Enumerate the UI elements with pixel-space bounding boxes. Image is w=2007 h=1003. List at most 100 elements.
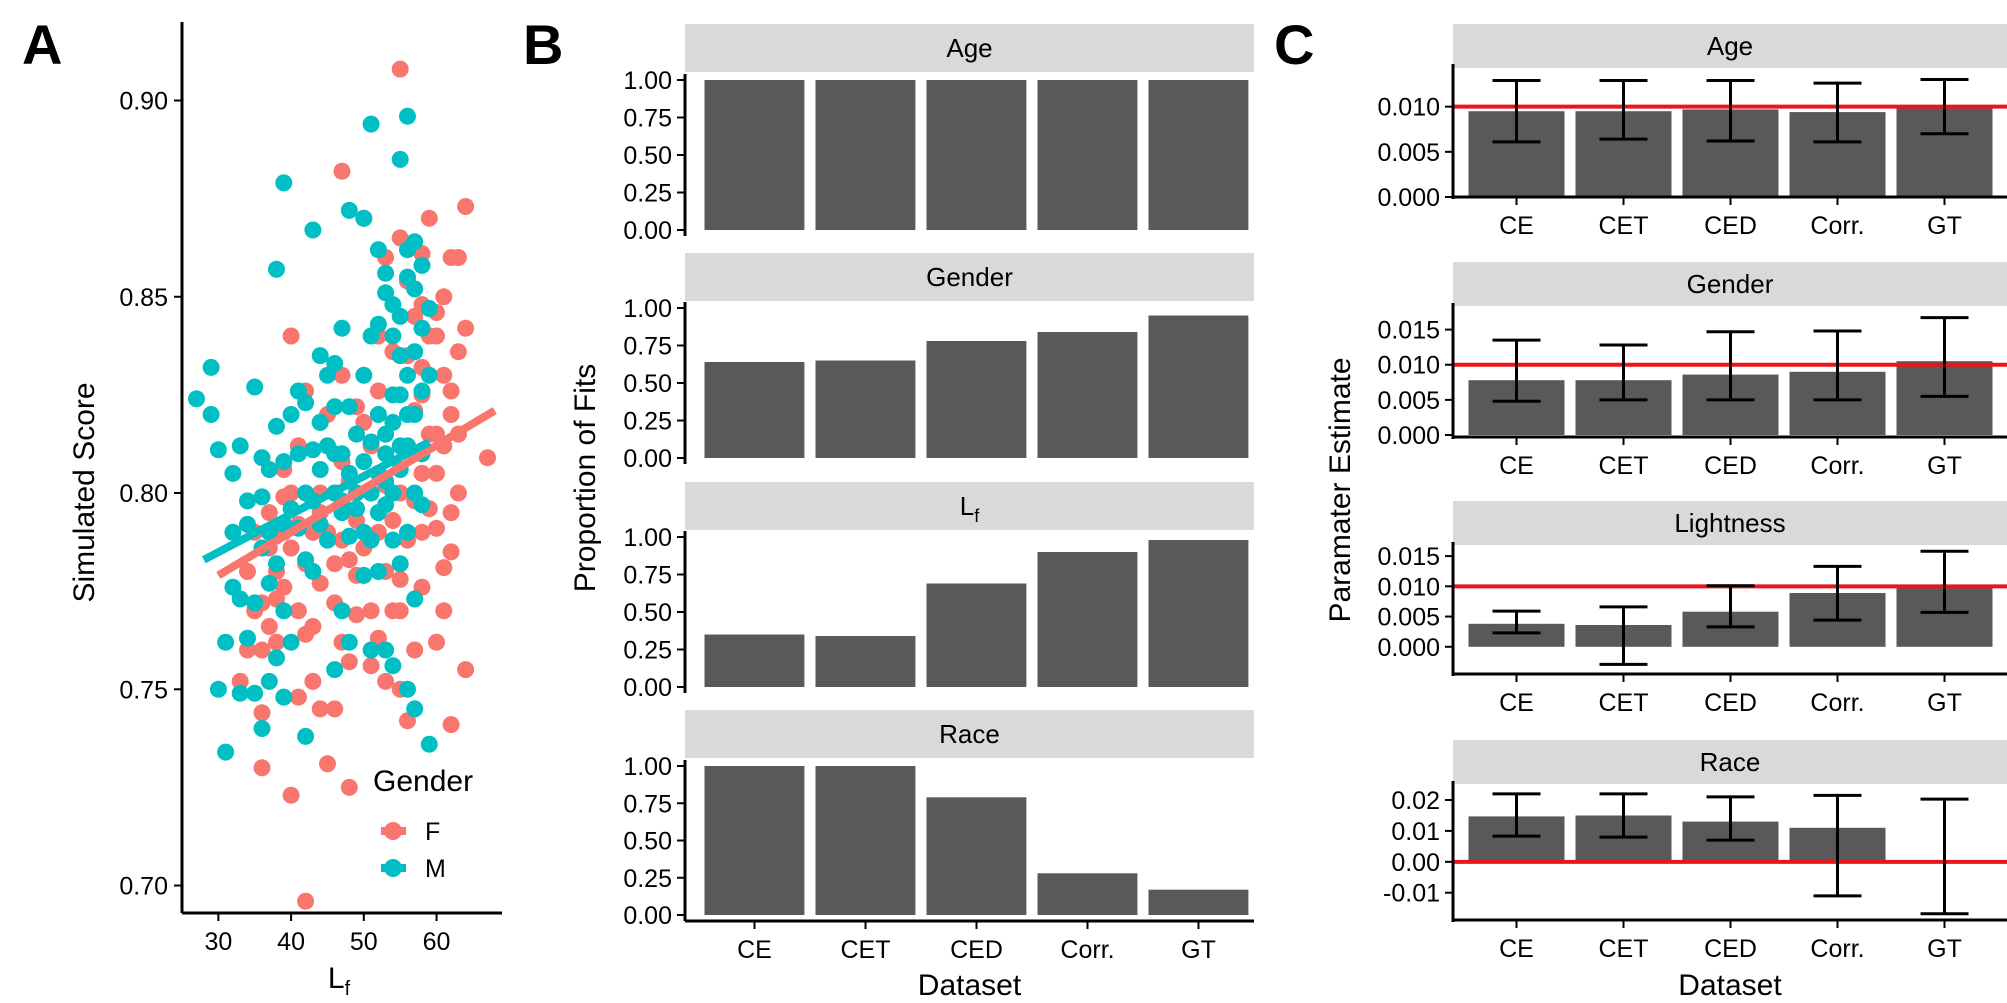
y-tick-label: 0.000 xyxy=(1377,422,1440,450)
bar-cet xyxy=(815,360,916,458)
point-m-22 xyxy=(239,492,256,510)
point-m-17 xyxy=(202,358,220,376)
point-m-27 xyxy=(268,417,285,435)
bar-ce xyxy=(1468,623,1565,647)
y-tick-label: 0.00 xyxy=(623,217,672,245)
point-f-35 xyxy=(340,551,358,569)
facet-age: Age 0.00 0.25 0.50 0.75 1.00 xyxy=(623,24,1254,245)
y-tick-label: 0.80 xyxy=(119,480,168,508)
facet-strip xyxy=(685,710,1254,758)
x-tick-label: CET xyxy=(841,936,891,964)
point-m-28 xyxy=(275,453,293,471)
point-m-10 xyxy=(399,241,416,259)
facet-strip xyxy=(685,482,1254,530)
x-tick-label: CED xyxy=(1704,452,1757,480)
facet-strip xyxy=(685,24,1254,72)
point-m-92 xyxy=(399,680,416,698)
facet-gender: Gender 0.000 0.005 0.010 0.015 CE CET CED Corr. G… xyxy=(1377,262,2007,480)
facet-strip xyxy=(1453,740,2007,784)
facet-race: Race 0.00 0.25 0.50 0.75 1.00 xyxy=(623,710,1254,930)
point-m-42 xyxy=(377,445,395,463)
point-f-0 xyxy=(391,60,409,78)
point-f-102 xyxy=(260,618,278,635)
point-m-84 xyxy=(275,688,293,706)
point-m-130 xyxy=(384,531,402,549)
panel-b-proportion-bars: Age 0.00 0.25 0.50 0.75 1.00 Gender 0.00 0.25 0.5… xyxy=(569,24,1254,1002)
point-m-78 xyxy=(217,743,235,761)
legend-key-point-f xyxy=(384,822,402,840)
point-m-88 xyxy=(340,633,358,651)
point-m-125 xyxy=(275,602,293,620)
x-axis-title: Dataset xyxy=(918,969,1022,1002)
point-f-87 xyxy=(391,570,409,588)
y-tick-label: 0.85 xyxy=(119,284,168,312)
bar-gt xyxy=(1148,540,1249,687)
x-tick-label: 60 xyxy=(423,928,451,956)
x-tick-label: Corr. xyxy=(1810,212,1864,240)
point-m-94 xyxy=(420,735,438,753)
x-tick-label: 50 xyxy=(350,928,378,956)
legend: Gender FM xyxy=(373,765,473,883)
bar-gt xyxy=(1148,889,1249,915)
point-f-29 xyxy=(268,633,285,651)
y-tick-label: 0.015 xyxy=(1377,317,1440,345)
point-m-103 xyxy=(369,241,387,259)
bar-cet xyxy=(815,80,916,230)
point-m-82 xyxy=(260,672,278,690)
point-f-22 xyxy=(282,327,300,345)
legend-label-m: M xyxy=(425,855,446,883)
x-tick-label: CE xyxy=(1499,452,1534,480)
y-axis-title: Proportion of Fits xyxy=(569,364,602,592)
panel-a-scatter: 0.70 0.75 0.80 0.85 0.90 30 40 50 60 Simulated Sc… xyxy=(68,22,502,1000)
point-m-86 xyxy=(297,727,315,745)
point-m-122 xyxy=(239,515,256,533)
trend-line-f xyxy=(216,407,497,579)
point-f-14 xyxy=(457,661,475,679)
y-tick-label: 0.02 xyxy=(1391,787,1440,815)
y-tick-label: 0.50 xyxy=(623,828,672,856)
y-tick-label: 0.75 xyxy=(119,676,168,704)
y-tick-label: 0.01 xyxy=(1391,818,1440,846)
point-f-53 xyxy=(406,641,424,659)
point-f-117 xyxy=(239,641,256,659)
point-f-116 xyxy=(253,704,271,722)
facet-lf: Lf 0.00 0.25 0.50 0.75 1.00 xyxy=(623,482,1254,702)
bar-ced xyxy=(926,797,1027,915)
point-m-29 xyxy=(282,406,300,423)
point-f-110 xyxy=(420,209,438,227)
point-f-5 xyxy=(340,778,358,796)
x-tick-label: Corr. xyxy=(1060,936,1114,964)
point-m-58 xyxy=(348,500,365,518)
y-tick-label: 0.015 xyxy=(1377,543,1440,571)
x-tick-label: CED xyxy=(1704,935,1757,963)
bar-ce xyxy=(704,634,805,687)
point-m-117 xyxy=(420,366,438,384)
x-tick-label: GT xyxy=(1927,452,1962,480)
point-m-23 xyxy=(246,378,264,396)
point-m-81 xyxy=(253,720,271,737)
bar-ce xyxy=(704,766,805,915)
point-f-69 xyxy=(253,641,271,659)
x-tick-label: CE xyxy=(1499,212,1534,240)
y-tick-label: 0.00 xyxy=(623,674,672,702)
point-m-85 xyxy=(282,633,300,651)
point-f-7 xyxy=(253,759,271,777)
point-m-77 xyxy=(209,680,227,698)
point-m-115 xyxy=(406,280,424,298)
point-f-32 xyxy=(311,700,329,718)
point-m-30 xyxy=(289,445,307,463)
point-f-49 xyxy=(442,406,460,423)
point-m-133 xyxy=(377,496,395,514)
x-tick-label: GT xyxy=(1927,689,1962,717)
legend-key-point-m xyxy=(384,859,402,877)
point-m-90 xyxy=(377,641,395,659)
bar-gt xyxy=(1148,80,1249,230)
facet-strip xyxy=(1453,24,2007,68)
point-f-48 xyxy=(435,366,453,384)
point-m-109 xyxy=(362,327,380,345)
point-m-13 xyxy=(333,319,351,337)
point-m-20 xyxy=(224,464,242,482)
point-m-18 xyxy=(202,406,220,423)
x-tick-label: 40 xyxy=(277,928,305,956)
